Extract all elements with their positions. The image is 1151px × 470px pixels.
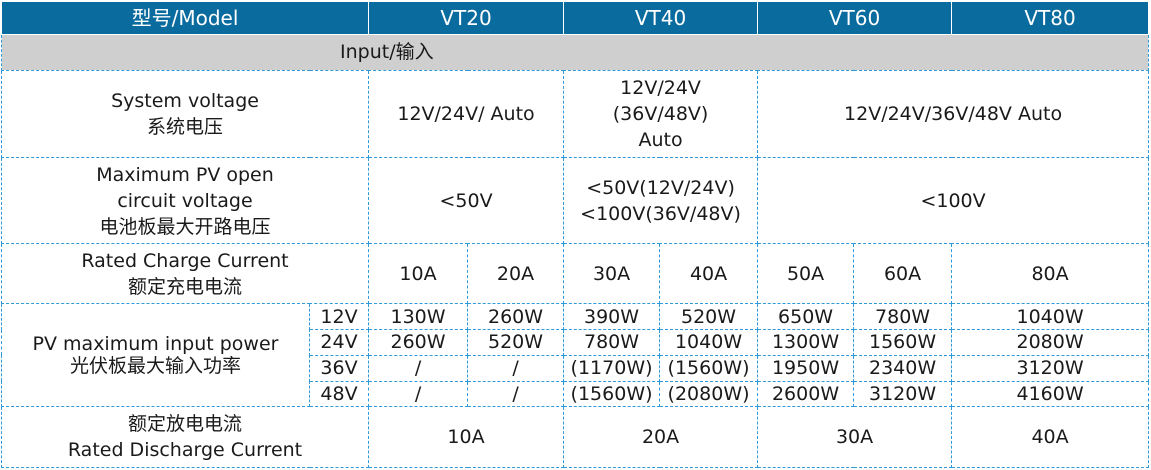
charge-current-cell: 30A <box>563 242 661 305</box>
pv-power-cell: 260W <box>368 329 469 356</box>
charge-current-cell: 60A <box>853 242 953 305</box>
pv-power-cell: 1300W <box>757 329 855 356</box>
pv-power-cell: 520W <box>659 303 759 331</box>
pv-power-row-48v: 48V / / (1560W) (2080W) 2600W 3120W 4160… <box>2 380 1150 408</box>
pv-power-cell: (1560W) <box>659 354 759 382</box>
discharge-current-label-zh: 额定放电电流 <box>128 413 243 436</box>
pv-power-cell: 520W <box>467 329 565 356</box>
pv-open-circuit-label: Maximum PV open circuit voltage 电池板最大开路电… <box>0 157 370 244</box>
discharge-current-vt60: 30A <box>757 406 953 468</box>
pv-power-row-36v: 36V / / (1170W) (1560W) 1950W 2340W 3120… <box>2 354 1150 382</box>
charge-current-label: Rated Charge Current 额定充电电流 <box>0 242 370 305</box>
pv-power-voltage: 48V <box>308 380 370 408</box>
pv-power-cell: 650W <box>757 303 855 331</box>
system-voltage-row: System voltage 系统电压 12V/24V/ Auto 12V/24… <box>0 69 1150 159</box>
pv-power-cell: / <box>368 354 469 382</box>
pv-power-label-zh: 光伏板最大输入功率 <box>69 355 241 378</box>
pv-power-label: PV maximum input power 光伏板最大输入功率 <box>1 303 310 408</box>
system-voltage-label-zh: 系统电压 <box>147 116 224 139</box>
discharge-current-label: 额定放电电流 Rated Discharge Current <box>0 406 370 468</box>
pv-open-circuit-label-en: Maximum PV open <box>96 163 274 186</box>
pv-power-row-12v: PV maximum input power 光伏板最大输入功率 12V 130… <box>1 303 1150 408</box>
discharge-current-row: 额定放电电流 Rated Discharge Current 10A 20A 3… <box>0 406 1150 468</box>
pv-power-cell: (1560W) <box>563 380 661 408</box>
model-vt40: VT40 <box>563 1 759 35</box>
pv-power-cell: 2600W <box>757 380 855 408</box>
pv-power-cell: 2080W <box>951 329 1150 356</box>
system-voltage-vt40-line: (36V/48V) <box>612 103 709 126</box>
pv-power-cell: 3120W <box>853 380 953 408</box>
pv-power-cell: 260W <box>467 303 565 331</box>
charge-current-row: Rated Charge Current 额定充电电流 10A 20A 30A … <box>0 242 1150 305</box>
pv-power-cell: 3120W <box>951 354 1150 382</box>
charge-current-label-en: Rated Charge Current <box>81 249 289 272</box>
pv-power-cell: 4160W <box>951 380 1150 408</box>
charge-current-cell: 50A <box>757 242 855 305</box>
pv-power-cell: 390W <box>563 303 661 331</box>
charge-current-cell: 20A <box>467 242 565 305</box>
pv-power-voltage: 36V <box>308 354 370 382</box>
model-vt20: VT20 <box>368 1 565 35</box>
pv-power-cell: 1560W <box>853 329 953 356</box>
charge-current-cell: 10A <box>368 242 469 305</box>
discharge-current-vt40: 20A <box>563 406 759 468</box>
pv-power-label-en: PV maximum input power <box>32 333 279 356</box>
charge-current-cell: 80A <box>951 242 1150 305</box>
pv-open-circuit-vt40-line: <100V(36V/48V) <box>580 202 741 225</box>
discharge-current-vt80: 40A <box>951 406 1150 468</box>
pv-power-voltage: 12V <box>308 303 370 331</box>
charge-current-label-zh: 额定充电电流 <box>128 275 243 298</box>
pv-power-cell: / <box>467 380 565 408</box>
pv-power-cell: 1040W <box>659 329 759 356</box>
pv-power-cell: 130W <box>368 303 469 331</box>
pv-power-cell: 2340W <box>853 354 953 382</box>
model-header: 型号/Model <box>0 1 370 35</box>
model-vt80: VT80 <box>951 1 1150 35</box>
pv-power-cell: / <box>368 380 469 408</box>
system-voltage-label: System voltage 系统电压 <box>0 69 370 159</box>
system-voltage-vt40: 12V/24V (36V/48V) Auto <box>563 69 759 159</box>
system-voltage-vt60-vt80: 12V/24V/36V/48V Auto <box>757 69 1150 159</box>
system-voltage-vt20: 12V/24V/ Auto <box>368 69 565 159</box>
pv-power-cell: (1170W) <box>563 354 661 382</box>
system-voltage-label-en: System voltage <box>111 90 259 113</box>
discharge-current-label-en: Rated Discharge Current <box>67 439 303 462</box>
pv-open-circuit-vt20: <50V <box>368 157 565 244</box>
pv-power-cell: 780W <box>563 329 661 356</box>
pv-open-circuit-vt40: <50V(12V/24V) <100V(36V/48V) <box>563 157 759 244</box>
pv-power-cell: 1040W <box>951 303 1150 331</box>
system-voltage-vt40-line: Auto <box>638 129 683 152</box>
discharge-current-vt20: 10A <box>368 406 565 468</box>
charge-current-cell: 40A <box>659 242 759 305</box>
system-voltage-vt40-line: 12V/24V <box>620 77 701 100</box>
pv-open-circuit-label-en: circuit voltage <box>117 189 253 212</box>
pv-open-circuit-label-zh: 电池板最大开路电压 <box>99 215 271 238</box>
model-vt60: VT60 <box>757 1 953 35</box>
pv-power-cell: 780W <box>853 303 953 331</box>
pv-power-cell: / <box>467 354 565 382</box>
pv-power-row-24v: 24V 260W 520W 780W 1040W 1300W 1560W 208… <box>2 329 1150 356</box>
pv-power-voltage: 24V <box>308 329 370 356</box>
pv-open-circuit-vt40-line: <50V(12V/24V) <box>586 176 735 199</box>
pv-open-circuit-row: Maximum PV open circuit voltage 电池板最大开路电… <box>0 157 1150 244</box>
section-row: Input/输入 <box>0 33 1150 71</box>
pv-power-cell: (2080W) <box>659 380 759 408</box>
pv-open-circuit-vt60-vt80: <100V <box>757 157 1150 244</box>
header-row: 型号/Model VT20 VT40 VT60 VT80 <box>0 1 1150 35</box>
pv-power-cell: 1950W <box>757 354 855 382</box>
section-input-title: Input/输入 <box>0 33 1150 71</box>
